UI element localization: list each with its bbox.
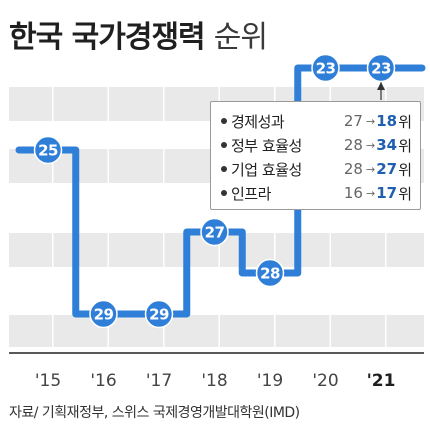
x-tick-label: '20	[312, 371, 338, 391]
rank-marker	[311, 53, 340, 83]
legend-from-rank: 28	[343, 136, 363, 154]
x-tick-label: '17	[146, 371, 172, 391]
legend-to-rank: 17	[376, 184, 398, 202]
legend-unit: 위	[398, 160, 412, 179]
legend-item-business-efficiency: 기업 효율성 28 → 27 위	[221, 157, 412, 181]
rank-label: 29	[94, 306, 114, 324]
legend-label: 기업 효율성	[231, 160, 302, 179]
rank-marker	[33, 135, 63, 165]
rank-marker	[255, 258, 285, 288]
legend-unit: 위	[398, 136, 412, 155]
legend-unit: 위	[398, 112, 412, 131]
legend-item-government-efficiency: 정부 효율성 28 → 34 위	[221, 133, 412, 157]
legend-to-rank: 18	[376, 112, 398, 130]
x-tick-label: '21	[367, 371, 396, 391]
source-note: 자료/ 기획재정부, 스위스 국제경영개발대학원(IMD)	[9, 405, 300, 421]
chart-title: 한국 국가경쟁력 순위	[9, 12, 424, 55]
bullet-icon	[221, 118, 227, 124]
rank-label: 25	[38, 142, 58, 160]
rank-marker	[200, 217, 229, 247]
arrow-right-icon: →	[365, 138, 376, 152]
x-tick-label: '15	[35, 371, 61, 391]
rank-marker	[366, 53, 396, 83]
title-main: 한국 국가경쟁력	[9, 20, 206, 55]
legend-item-infrastructure: 인프라 16 → 17 위	[221, 181, 412, 205]
legend-item-economic-performance: 경제성과 27 → 18 위	[221, 109, 412, 133]
x-tick-label: '19	[257, 371, 283, 391]
legend-to-rank: 34	[376, 136, 398, 154]
arrow-right-icon: →	[365, 114, 376, 128]
arrow-right-icon: →	[365, 162, 376, 176]
legend-from-rank: 16	[343, 184, 363, 202]
legend-box: 경제성과 27 → 18 위 정부 효율성 28 → 34 위 기업 효율성 2…	[210, 101, 421, 210]
legend-to-rank: 27	[376, 160, 398, 178]
rank-label: 23	[371, 60, 391, 78]
rank-label: 27	[205, 224, 225, 242]
legend-label: 경제성과	[231, 112, 285, 131]
x-tick-label: '16	[90, 371, 116, 391]
callout-arrowhead	[377, 82, 385, 90]
legend-label: 인프라	[231, 184, 271, 203]
arrow-right-icon: →	[365, 186, 376, 200]
bullet-icon	[221, 190, 227, 196]
bullet-icon	[221, 142, 227, 148]
rank-marker	[144, 299, 174, 329]
rank-label: 29	[149, 306, 169, 324]
legend-label: 정부 효율성	[231, 136, 302, 155]
rank-label: 28	[260, 265, 280, 283]
rank-marker	[89, 299, 118, 329]
legend-from-rank: 28	[343, 160, 363, 178]
bullet-icon	[221, 166, 227, 172]
legend-unit: 위	[398, 184, 412, 203]
title-sub: 순위	[213, 20, 268, 55]
grid-band	[9, 315, 424, 347]
rank-label: 23	[316, 60, 336, 78]
legend-from-rank: 27	[343, 112, 363, 130]
x-tick-label: '18	[201, 371, 227, 391]
